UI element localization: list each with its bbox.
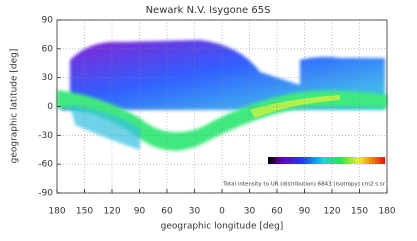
x-tick-label: 150 bbox=[76, 207, 93, 217]
y-tick-label: -90 bbox=[38, 189, 53, 199]
x-tick-label: 180 bbox=[378, 207, 395, 217]
x-tick-label: 0 bbox=[219, 207, 225, 217]
y-axis-label: geographic latitude [deg] bbox=[10, 49, 20, 164]
colorbar bbox=[268, 157, 385, 164]
x-tick-label: 60 bbox=[161, 207, 173, 217]
y-tick-label: -30 bbox=[38, 131, 53, 141]
y-tick-label: 60 bbox=[42, 44, 54, 54]
x-tick-label: 90 bbox=[134, 207, 146, 217]
chart-title: Newark N.V. Isygone 65S bbox=[146, 5, 271, 16]
y-tick-label: 30 bbox=[42, 73, 54, 83]
y-tick-label: 90 bbox=[42, 16, 54, 26]
y-tick-label: 0 bbox=[47, 102, 53, 112]
x-tick-label: 120 bbox=[323, 207, 340, 217]
x-tick-label: 60 bbox=[271, 207, 283, 217]
y-tick-label: -60 bbox=[38, 160, 53, 170]
heatmap bbox=[57, 40, 387, 151]
x-tick-label: 30 bbox=[189, 207, 201, 217]
x-tick-label: 30 bbox=[244, 207, 256, 217]
x-axis-label: geographic longitude [deg] bbox=[161, 222, 284, 232]
x-tick-label: 120 bbox=[103, 207, 120, 217]
x-tick-label: 180 bbox=[48, 207, 65, 217]
x-tick-label: 150 bbox=[351, 207, 368, 217]
x-tick-label: 90 bbox=[299, 207, 311, 217]
colorbar-label: Total intensity to UR (distribution) 684… bbox=[222, 182, 385, 188]
